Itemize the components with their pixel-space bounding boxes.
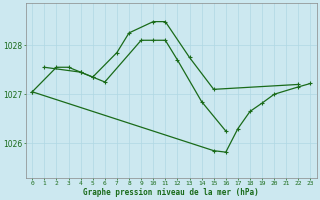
X-axis label: Graphe pression niveau de la mer (hPa): Graphe pression niveau de la mer (hPa) [84, 188, 259, 197]
